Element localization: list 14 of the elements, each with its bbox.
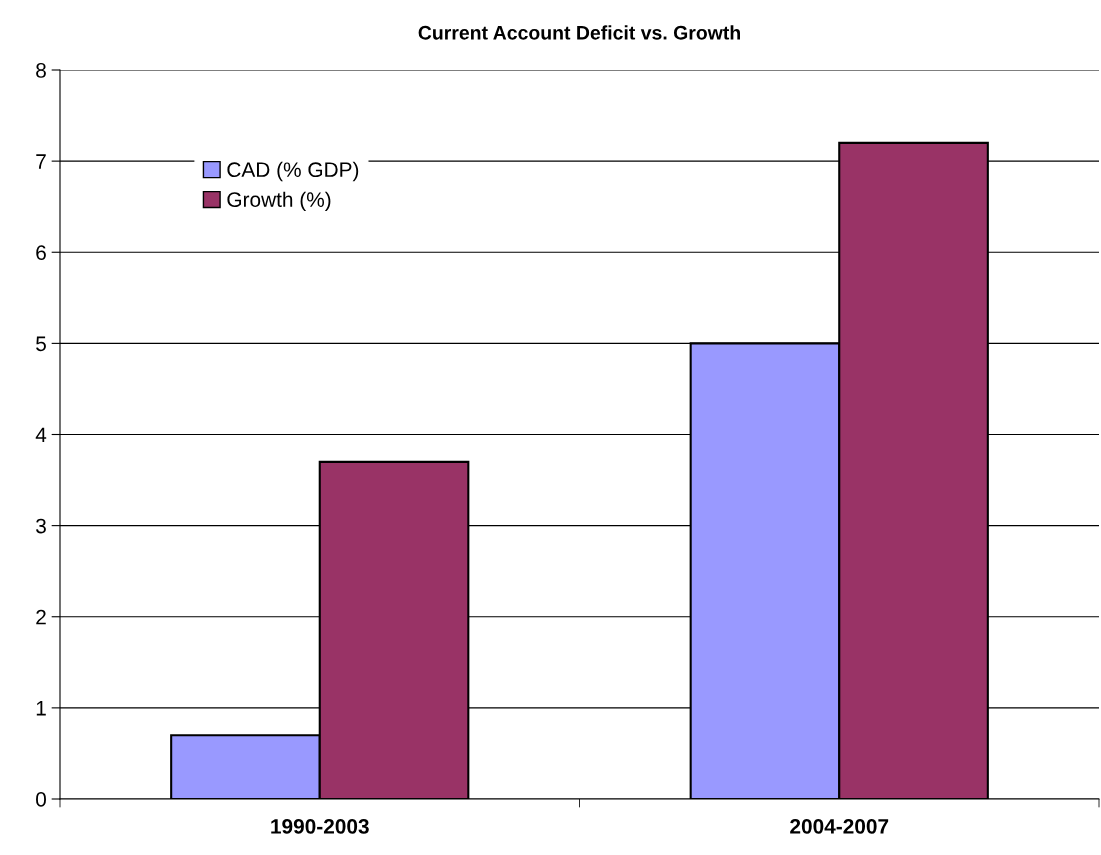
y-tick-label: 6 <box>36 245 46 260</box>
chart-title: Current Account Deficit vs. Growth <box>418 25 740 40</box>
x-tick-label: 2004-2007 <box>790 818 889 834</box>
y-tick-label: 0 <box>36 792 46 807</box>
x-tick-label: 1990-2003 <box>271 818 369 834</box>
y-tick-label: 7 <box>36 154 46 169</box>
y-tick-label: 2 <box>36 609 46 625</box>
y-tick-label: 1 <box>36 701 46 716</box>
legend-label: CAD (% GDP) <box>227 161 359 182</box>
y-tick-label: 4 <box>35 427 47 443</box>
y-tick-label: 3 <box>36 518 46 534</box>
y-tick-label: 5 <box>36 336 46 352</box>
legend-label: Growth (%) <box>227 191 331 212</box>
y-tick-label: 8 <box>36 63 46 78</box>
